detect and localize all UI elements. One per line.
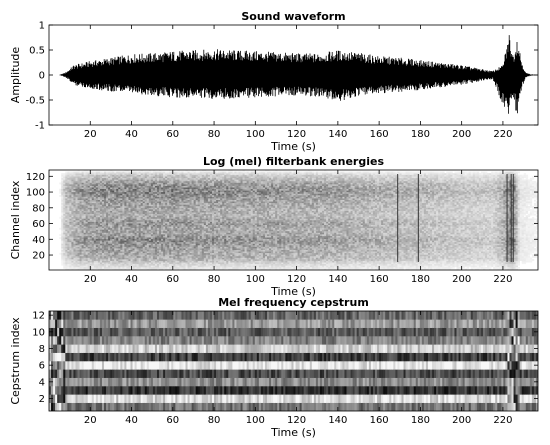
x-tick-label: 60 [166,274,179,285]
x-tick-label: 200 [452,415,471,426]
y-axis-label: Amplitude [9,47,22,104]
cepstrum-heatmap [49,311,538,411]
x-tick-label: 100 [246,415,265,426]
waveform-series [59,35,538,114]
axes-frame [48,169,539,271]
x-tick-label: 160 [370,129,389,140]
x-tick-label: 80 [208,274,221,285]
chart-title: Mel frequency cepstrum [218,296,369,309]
x-tick-label: 180 [411,274,430,285]
panel-3: 20 40 60 80 100 120 140 160 180 200 220 2 4 6 8 10 12 Mel… [9,296,539,439]
y-tick-label: 6 [39,361,45,372]
x-tick-label: 200 [452,129,471,140]
panel-2: 20 40 60 80 100 120 140 160 180 200 220 20 40 60 80 100… [9,155,539,298]
x-tick-label: 80 [208,129,221,140]
y-tick-label: 20 [32,251,45,262]
y-tick-label: 60 [32,219,45,230]
filterbank-heatmap [59,170,538,270]
y-tick-label: 12 [32,311,45,322]
x-tick-label: 40 [125,129,138,140]
x-tick-label: 180 [411,415,430,426]
y-tick-label: 80 [32,203,45,214]
y-tick-label: 2 [39,394,45,405]
y-tick-label: 4 [39,377,45,388]
x-tick-label: 120 [287,274,306,285]
x-tick-label: 80 [208,415,221,426]
x-tick-label: 220 [493,129,512,140]
x-tick-label: 220 [493,415,512,426]
y-tick-label: 100 [26,188,45,199]
x-tick-label: 120 [287,129,306,140]
x-tick-label: 220 [493,274,512,285]
y-tick-label: 40 [32,235,45,246]
chart-title: Sound waveform [241,10,345,23]
x-tick-label: 140 [328,415,347,426]
x-tick-label: 40 [125,415,138,426]
x-tick-label: 60 [166,415,179,426]
x-tick-label: 160 [370,415,389,426]
plot-content [49,311,538,411]
chart-title: Log (mel) filterbank energies [203,155,384,168]
y-tick-label: -1 [35,121,45,132]
y-axis-label: Cepstrum index [9,317,22,405]
y-tick-label: 10 [32,327,45,338]
x-tick-label: 200 [452,274,471,285]
y-tick-label: 8 [39,344,45,355]
y-tick-label: 1 [39,21,45,32]
y-axis-label: Channel index [9,180,22,259]
x-tick-label: 160 [370,274,389,285]
x-tick-label: 20 [84,129,97,140]
x-tick-label: 40 [125,274,138,285]
x-tick-label: 140 [328,274,347,285]
y-tick-label: 0.5 [29,46,45,57]
axes-frame [48,310,539,412]
x-tick-label: 180 [411,129,430,140]
y-tick-label: -0.5 [25,96,45,107]
y-tick-label: 120 [26,172,45,183]
x-tick-label: 60 [166,129,179,140]
x-axis-label: Time (s) [270,285,316,298]
x-axis-label: Time (s) [270,426,316,439]
x-tick-label: 140 [328,129,347,140]
x-tick-label: 20 [84,415,97,426]
x-tick-label: 100 [246,274,265,285]
x-tick-label: 20 [84,274,97,285]
x-tick-label: 120 [287,415,306,426]
panel-1: 20 40 60 80 100 120 140 160 180 200 220 -1 -0.5 0 0.5 1… [9,10,539,153]
plot-content [59,170,538,270]
y-tick-label: 0 [39,71,45,82]
x-tick-label: 100 [246,129,265,140]
plot-content [59,35,538,114]
x-axis-label: Time (s) [270,140,316,153]
